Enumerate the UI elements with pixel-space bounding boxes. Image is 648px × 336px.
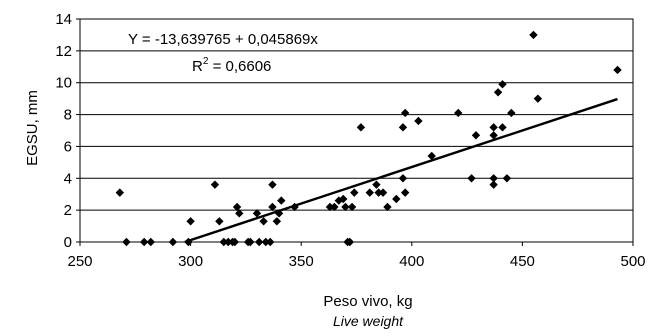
y-tick-label: 2 <box>64 202 72 219</box>
data-point <box>365 188 374 197</box>
x-tick-label: 350 <box>289 253 314 270</box>
x-tick-label: 250 <box>67 253 92 270</box>
data-point <box>493 88 503 97</box>
data-point <box>471 131 481 140</box>
y-tick-label: 12 <box>55 43 72 60</box>
data-point <box>392 194 401 204</box>
data-point <box>266 237 275 247</box>
data-point <box>272 217 282 226</box>
y-tick-label: 8 <box>64 107 72 124</box>
data-point <box>254 237 264 247</box>
data-point <box>489 174 498 183</box>
data-point <box>330 202 339 212</box>
data-point <box>400 108 410 118</box>
r-squared-label: R2 = 0,6606 <box>192 56 271 75</box>
data-point <box>146 237 155 247</box>
data-point <box>232 202 242 212</box>
data-point <box>325 202 335 212</box>
y-axis-title: EGSU, mm <box>24 90 41 166</box>
data-point <box>277 196 286 205</box>
x-axis: 250 300 350 400 450 500 <box>67 242 646 270</box>
data-point <box>529 30 538 40</box>
y-tick-label: 14 <box>55 11 72 28</box>
data-point <box>489 123 498 132</box>
data-point <box>350 188 359 197</box>
r-squared-superscript: 2 <box>203 56 209 67</box>
data-point <box>261 237 271 247</box>
data-point <box>498 80 507 89</box>
x-tick-label: 300 <box>178 253 203 270</box>
data-point <box>252 209 262 218</box>
data-point <box>235 209 244 218</box>
data-point <box>533 94 543 103</box>
data-point <box>230 237 240 247</box>
y-tick-label: 4 <box>64 170 72 187</box>
r-squared-value: = 0,6606 <box>208 58 271 75</box>
data-point <box>398 174 408 183</box>
data-point <box>168 237 178 247</box>
data-point <box>219 237 228 247</box>
x-axis-subtitle: Live weight <box>333 313 404 329</box>
data-point <box>268 202 277 212</box>
x-tick-label: 450 <box>510 253 535 270</box>
data-point <box>502 174 512 183</box>
data-point <box>345 237 355 247</box>
y-axis: 0 2 4 6 8 10 12 14 <box>55 11 80 251</box>
data-point <box>414 116 423 126</box>
x-tick-label: 500 <box>620 253 645 270</box>
trendline <box>184 97 618 244</box>
data-point <box>341 202 350 212</box>
data-point <box>378 188 388 197</box>
data-point <box>398 123 408 132</box>
data-point <box>383 202 392 212</box>
data-point <box>489 180 498 189</box>
data-point <box>498 123 507 132</box>
data-point <box>224 237 233 247</box>
data-point <box>259 217 268 226</box>
data-point <box>122 237 131 247</box>
data-point <box>400 188 410 197</box>
data-point <box>347 202 357 212</box>
data-point <box>115 188 125 197</box>
y-tick-label: 6 <box>64 138 72 155</box>
data-point <box>186 217 195 226</box>
data-point <box>268 180 277 189</box>
data-point <box>210 180 220 189</box>
data-point <box>507 108 516 118</box>
plot-area-border <box>79 18 634 243</box>
data-point <box>467 174 476 183</box>
data-point <box>215 217 224 226</box>
data-point <box>356 123 366 132</box>
data-point <box>613 65 622 75</box>
data-point <box>246 237 255 247</box>
data-point <box>372 180 381 189</box>
data-point <box>454 108 463 118</box>
data-point <box>427 151 436 161</box>
data-point <box>374 188 383 197</box>
data-point <box>339 194 348 204</box>
data-point <box>489 131 498 140</box>
data-points <box>115 30 622 247</box>
data-point <box>139 237 149 247</box>
y-tick-label: 10 <box>55 75 72 92</box>
gridlines <box>80 50 633 211</box>
x-tick-label: 400 <box>399 253 424 270</box>
x-axis-title: Peso vivo, kg <box>323 293 412 310</box>
regression-equation: Y = -13,639765 + 0,045869x <box>128 31 318 48</box>
y-tick-label: 0 <box>64 234 72 251</box>
